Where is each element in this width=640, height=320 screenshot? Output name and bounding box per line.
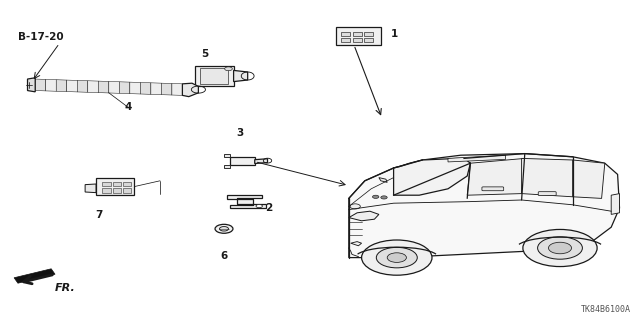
- Circle shape: [523, 229, 597, 267]
- Polygon shape: [522, 158, 573, 197]
- Text: 3: 3: [236, 128, 244, 138]
- Polygon shape: [85, 184, 96, 193]
- Polygon shape: [45, 79, 56, 91]
- Circle shape: [381, 196, 387, 199]
- FancyBboxPatch shape: [353, 38, 362, 42]
- Circle shape: [548, 242, 572, 254]
- Polygon shape: [77, 80, 88, 92]
- Circle shape: [350, 204, 360, 209]
- Polygon shape: [224, 154, 230, 157]
- Polygon shape: [102, 188, 111, 193]
- Polygon shape: [255, 159, 268, 164]
- Polygon shape: [172, 84, 182, 95]
- FancyBboxPatch shape: [341, 32, 350, 36]
- Text: 6: 6: [220, 251, 228, 261]
- Polygon shape: [195, 66, 234, 86]
- Circle shape: [372, 195, 379, 198]
- Polygon shape: [113, 182, 121, 186]
- Polygon shape: [379, 178, 387, 182]
- Text: 7: 7: [95, 210, 103, 220]
- FancyBboxPatch shape: [353, 32, 362, 36]
- Polygon shape: [67, 80, 77, 92]
- Polygon shape: [351, 242, 362, 246]
- Polygon shape: [123, 182, 131, 186]
- Text: 2: 2: [266, 203, 273, 213]
- Polygon shape: [35, 79, 45, 91]
- Polygon shape: [349, 154, 620, 258]
- Polygon shape: [102, 182, 111, 186]
- Text: FR.: FR.: [55, 283, 76, 292]
- FancyBboxPatch shape: [200, 68, 228, 84]
- Polygon shape: [123, 188, 131, 193]
- Polygon shape: [151, 83, 161, 95]
- FancyBboxPatch shape: [336, 27, 381, 45]
- Polygon shape: [28, 78, 35, 92]
- Polygon shape: [394, 158, 470, 195]
- Polygon shape: [140, 83, 151, 94]
- Text: 4: 4: [124, 102, 132, 112]
- Polygon shape: [119, 82, 130, 94]
- Polygon shape: [88, 81, 99, 92]
- Polygon shape: [611, 194, 620, 214]
- Polygon shape: [230, 157, 255, 165]
- Polygon shape: [109, 82, 119, 93]
- FancyBboxPatch shape: [482, 187, 504, 191]
- Circle shape: [376, 247, 417, 268]
- Polygon shape: [224, 165, 230, 168]
- Polygon shape: [573, 160, 605, 198]
- Polygon shape: [448, 155, 506, 162]
- Polygon shape: [349, 211, 379, 221]
- Polygon shape: [96, 178, 134, 195]
- Circle shape: [215, 224, 233, 233]
- Circle shape: [387, 253, 406, 262]
- Polygon shape: [182, 83, 198, 97]
- Text: 5: 5: [201, 49, 209, 59]
- FancyBboxPatch shape: [538, 192, 556, 196]
- Circle shape: [225, 67, 232, 71]
- Polygon shape: [467, 158, 525, 195]
- Polygon shape: [99, 81, 109, 93]
- Polygon shape: [161, 83, 172, 95]
- FancyBboxPatch shape: [341, 38, 350, 42]
- Polygon shape: [56, 80, 67, 92]
- Polygon shape: [234, 70, 248, 82]
- FancyBboxPatch shape: [364, 38, 373, 42]
- FancyBboxPatch shape: [364, 32, 373, 36]
- Text: TK84B6100A: TK84B6100A: [580, 305, 630, 314]
- Polygon shape: [227, 195, 266, 208]
- Circle shape: [538, 237, 582, 259]
- Polygon shape: [130, 82, 140, 94]
- Text: 1: 1: [390, 29, 397, 39]
- Circle shape: [220, 227, 228, 231]
- Text: B-17-20: B-17-20: [18, 32, 63, 42]
- Polygon shape: [14, 269, 55, 283]
- Polygon shape: [113, 188, 121, 193]
- Circle shape: [362, 240, 432, 275]
- Circle shape: [256, 204, 262, 208]
